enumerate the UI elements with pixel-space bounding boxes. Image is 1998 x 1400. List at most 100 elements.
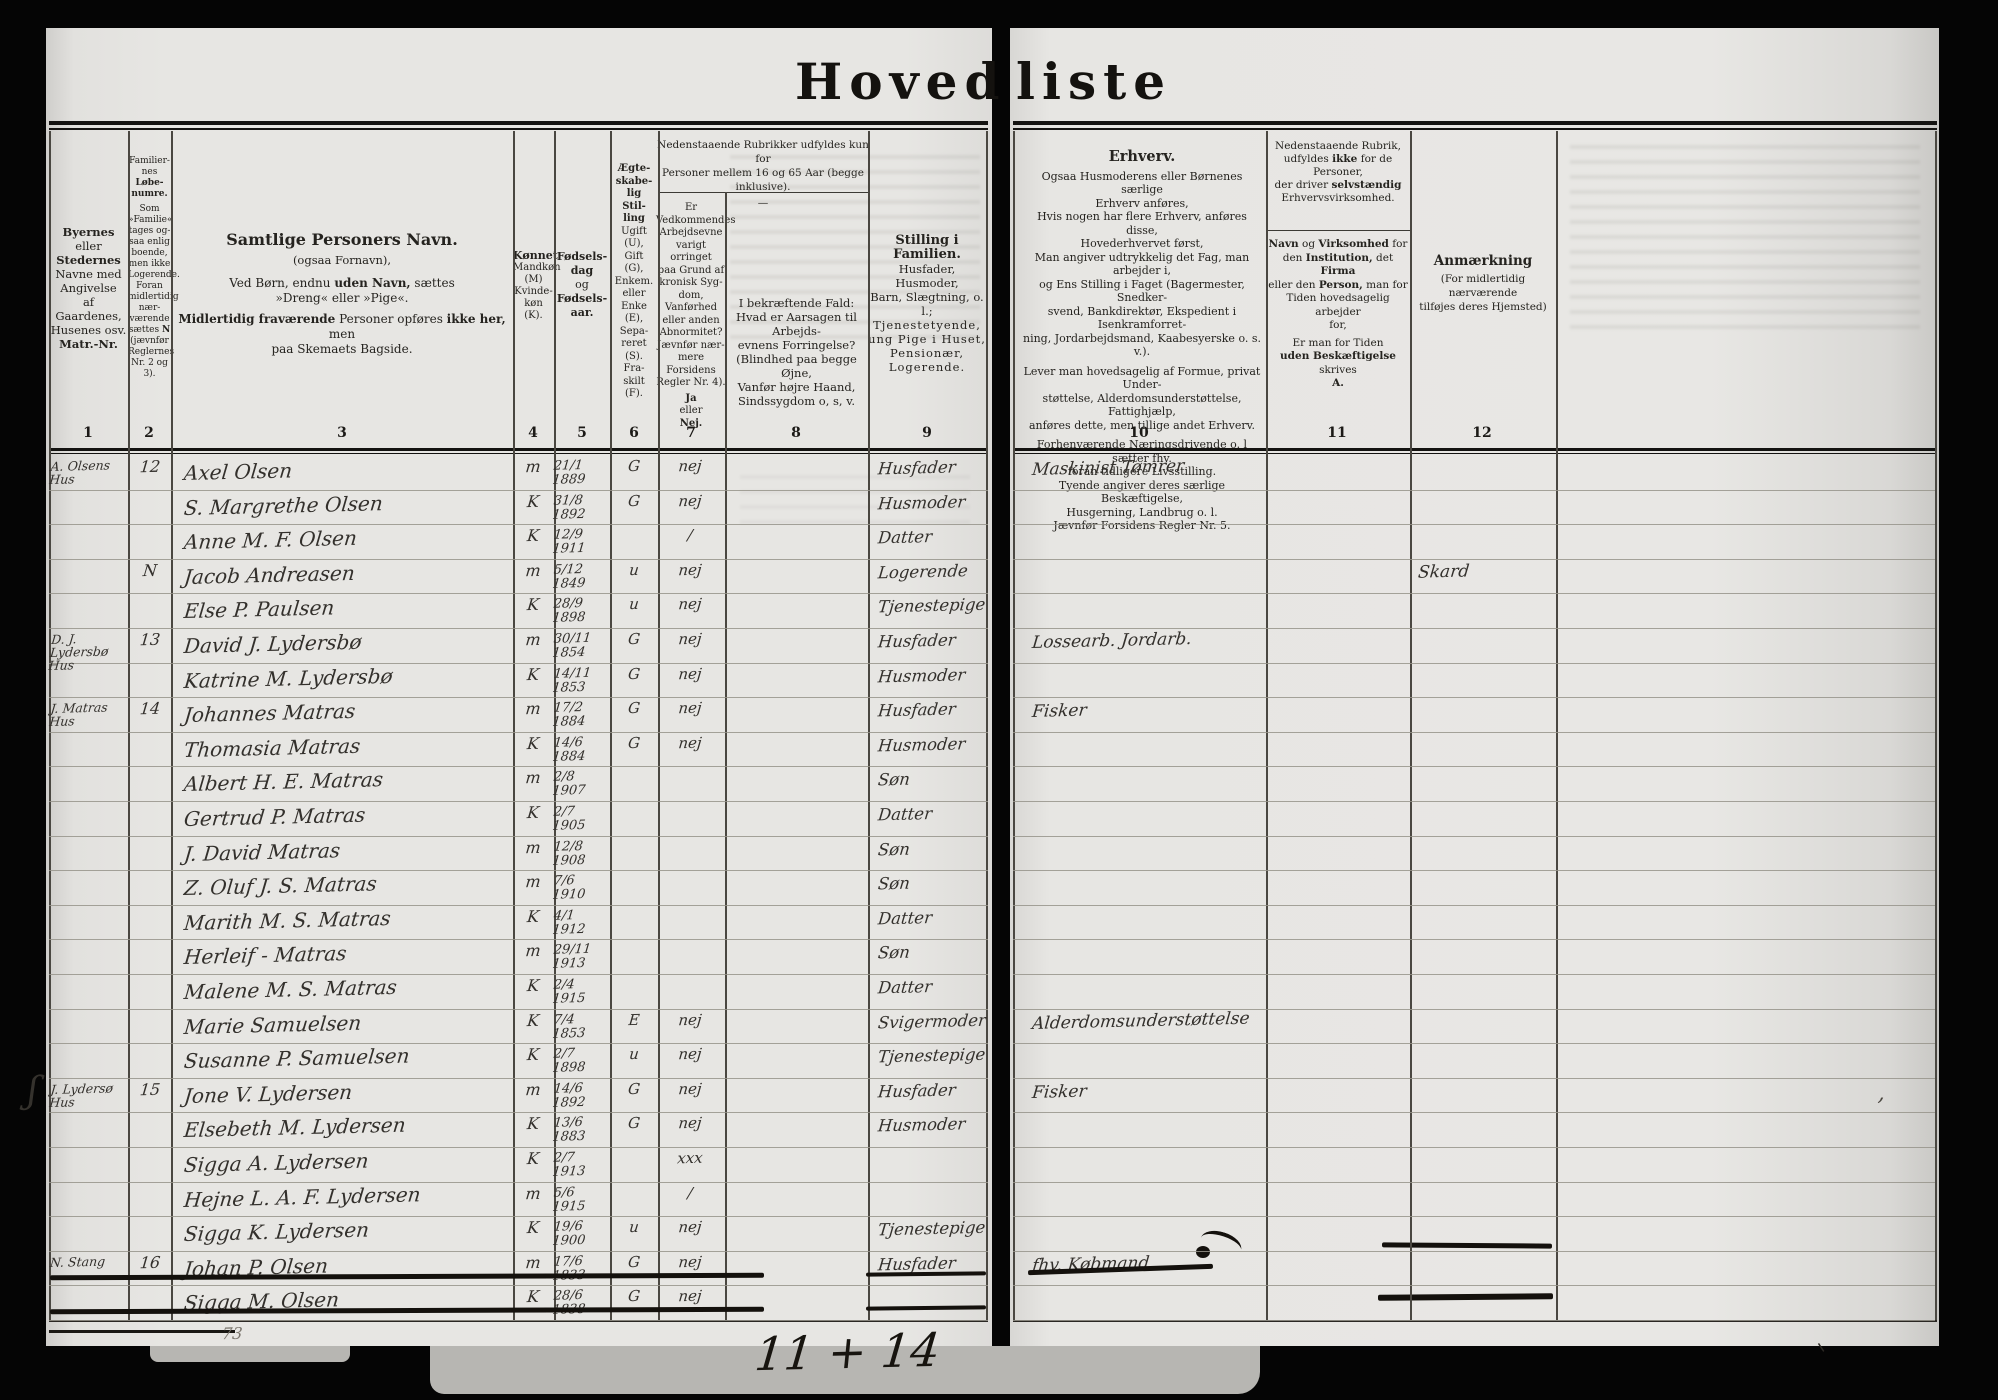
cell-birth: 2/7 1913 <box>551 1150 587 1180</box>
bleedthrough-ghost <box>1570 140 1920 340</box>
cell-status: u <box>628 1045 640 1064</box>
row-line <box>1013 870 1935 872</box>
cell-able: nej <box>677 733 703 753</box>
ink-blob <box>1196 1246 1210 1258</box>
cell-family: Husfader <box>877 457 957 479</box>
row-line <box>49 1112 988 1114</box>
header-col6: Ægte-skabe-lig Stil-ling Ugift (U), Gift (G),… <box>614 163 654 399</box>
cell-birth: 7/6 1910 <box>551 873 587 903</box>
cell-birth: 4/1 1912 <box>551 907 587 938</box>
cell-family: Husfader <box>877 1253 957 1275</box>
cell-sex: K <box>526 1114 540 1134</box>
header-bottom-rule-left-b <box>49 453 988 454</box>
row-line <box>49 939 988 941</box>
header-bottom-rule-left <box>49 448 988 451</box>
row-line <box>49 1216 988 1218</box>
grid-vline <box>49 131 51 1320</box>
header-bottom-rule-right <box>1013 448 1937 451</box>
cell-family: Husfader <box>877 1080 957 1102</box>
row-line <box>49 1043 988 1045</box>
header-col1: Byernes eller Stedernes Navne med Angivelse a… <box>50 225 127 351</box>
row-line <box>49 801 988 802</box>
cell-able: nej <box>677 1010 703 1029</box>
cell-able: nej <box>677 456 703 476</box>
row-line <box>1013 1008 1935 1010</box>
page-title-right: liste <box>1016 52 1173 111</box>
cell-sex: m <box>524 837 542 857</box>
column-number: 2 <box>144 425 154 441</box>
header-note-cols7-8: Nedenstaaende Rubrikker udfyldes kun for… <box>657 139 869 209</box>
grid-vline <box>1935 131 1937 1320</box>
cell-family: Søn <box>877 873 911 894</box>
cell-sex: m <box>524 560 542 581</box>
scan-edge-patch <box>150 1346 350 1362</box>
row-line <box>1013 1285 1935 1287</box>
row-line <box>1013 904 1935 906</box>
cell-birth: 17/2 1884 <box>551 700 587 730</box>
cell-sex: m <box>524 698 542 719</box>
header-col4: Kønnet Mandkøn (M) Kvinde-køn (K). <box>513 249 561 322</box>
title-rule-right-a <box>1013 121 1937 125</box>
cell-sex: K <box>526 733 540 753</box>
row-line <box>1013 835 1935 837</box>
grid-vline <box>554 131 556 1320</box>
cell-num: 13 <box>138 629 162 650</box>
column-number: 10 <box>1129 425 1149 441</box>
cell-num: 12 <box>138 456 162 477</box>
row-line <box>49 766 988 768</box>
cell-sex: m <box>524 629 542 650</box>
row-line <box>49 1250 988 1252</box>
cell-sex: K <box>526 664 540 684</box>
cell-able: nej <box>677 1252 703 1272</box>
cell-sex: m <box>524 1079 542 1100</box>
cell-status: G <box>627 1287 641 1306</box>
cell-able: nej <box>677 491 703 510</box>
column-number: 12 <box>1472 425 1492 441</box>
cell-birth: 13/6 1883 <box>551 1115 587 1145</box>
tally-note: 11 + 14 <box>752 1322 943 1382</box>
cell-sex: K <box>526 1045 540 1065</box>
grid-vline <box>610 131 612 1320</box>
cell-status: G <box>627 733 641 752</box>
cell-sex: K <box>526 595 540 615</box>
cell-family: Tjenestepige <box>877 1217 987 1240</box>
grid-vline <box>868 131 870 1320</box>
cell-place: D. J. Lydersbø Hus <box>47 631 110 674</box>
row-line <box>49 524 988 526</box>
cell-status: G <box>627 1079 641 1098</box>
column-number: 8 <box>791 425 801 441</box>
row-line <box>1013 766 1935 768</box>
left-page <box>46 28 992 1346</box>
title-rule-left-b <box>49 128 988 130</box>
cell-family: Husmoder <box>877 1114 967 1136</box>
cell-family: Svigermoder <box>877 1010 987 1032</box>
cell-num: N <box>142 560 159 580</box>
cell-able: nej <box>677 595 703 614</box>
cell-status: u <box>628 1218 640 1237</box>
header-col8: I bekræftende Fald:Hvad er Aarsagen til … <box>736 296 861 408</box>
cell-sex: K <box>526 526 540 546</box>
row-line <box>49 593 988 595</box>
cell-able: nej <box>677 698 703 718</box>
cell-able: nej <box>677 664 703 683</box>
cell-status: u <box>628 595 640 614</box>
column-number: 7 <box>686 425 696 441</box>
cell-birth: 31/8 1892 <box>551 492 587 522</box>
cell-sex: K <box>526 491 540 511</box>
row-line <box>49 558 988 560</box>
header-col5: Fødsels-dag og Fødsels-aar. <box>556 250 608 319</box>
cell-able: nej <box>677 1044 703 1064</box>
cell-sex: K <box>526 975 540 996</box>
cell-place: J. Matras Hus <box>48 699 109 730</box>
row-line <box>1013 974 1935 975</box>
cell-family: Søn <box>877 769 911 790</box>
header-col11-top: Nedenstaaende Rubrik, udfyldes ikke for d… <box>1274 140 1402 204</box>
header-col9: Stilling i Familien.Husfader, Husmoder,B… <box>868 234 985 375</box>
cell-sex: m <box>524 1183 542 1203</box>
cell-status: G <box>627 1252 641 1271</box>
row-line <box>49 835 988 837</box>
column-number: 4 <box>528 425 538 441</box>
row-line <box>1013 731 1935 733</box>
cell-sex: K <box>526 1010 540 1030</box>
cell-birth: 30/11 1854 <box>551 630 592 661</box>
